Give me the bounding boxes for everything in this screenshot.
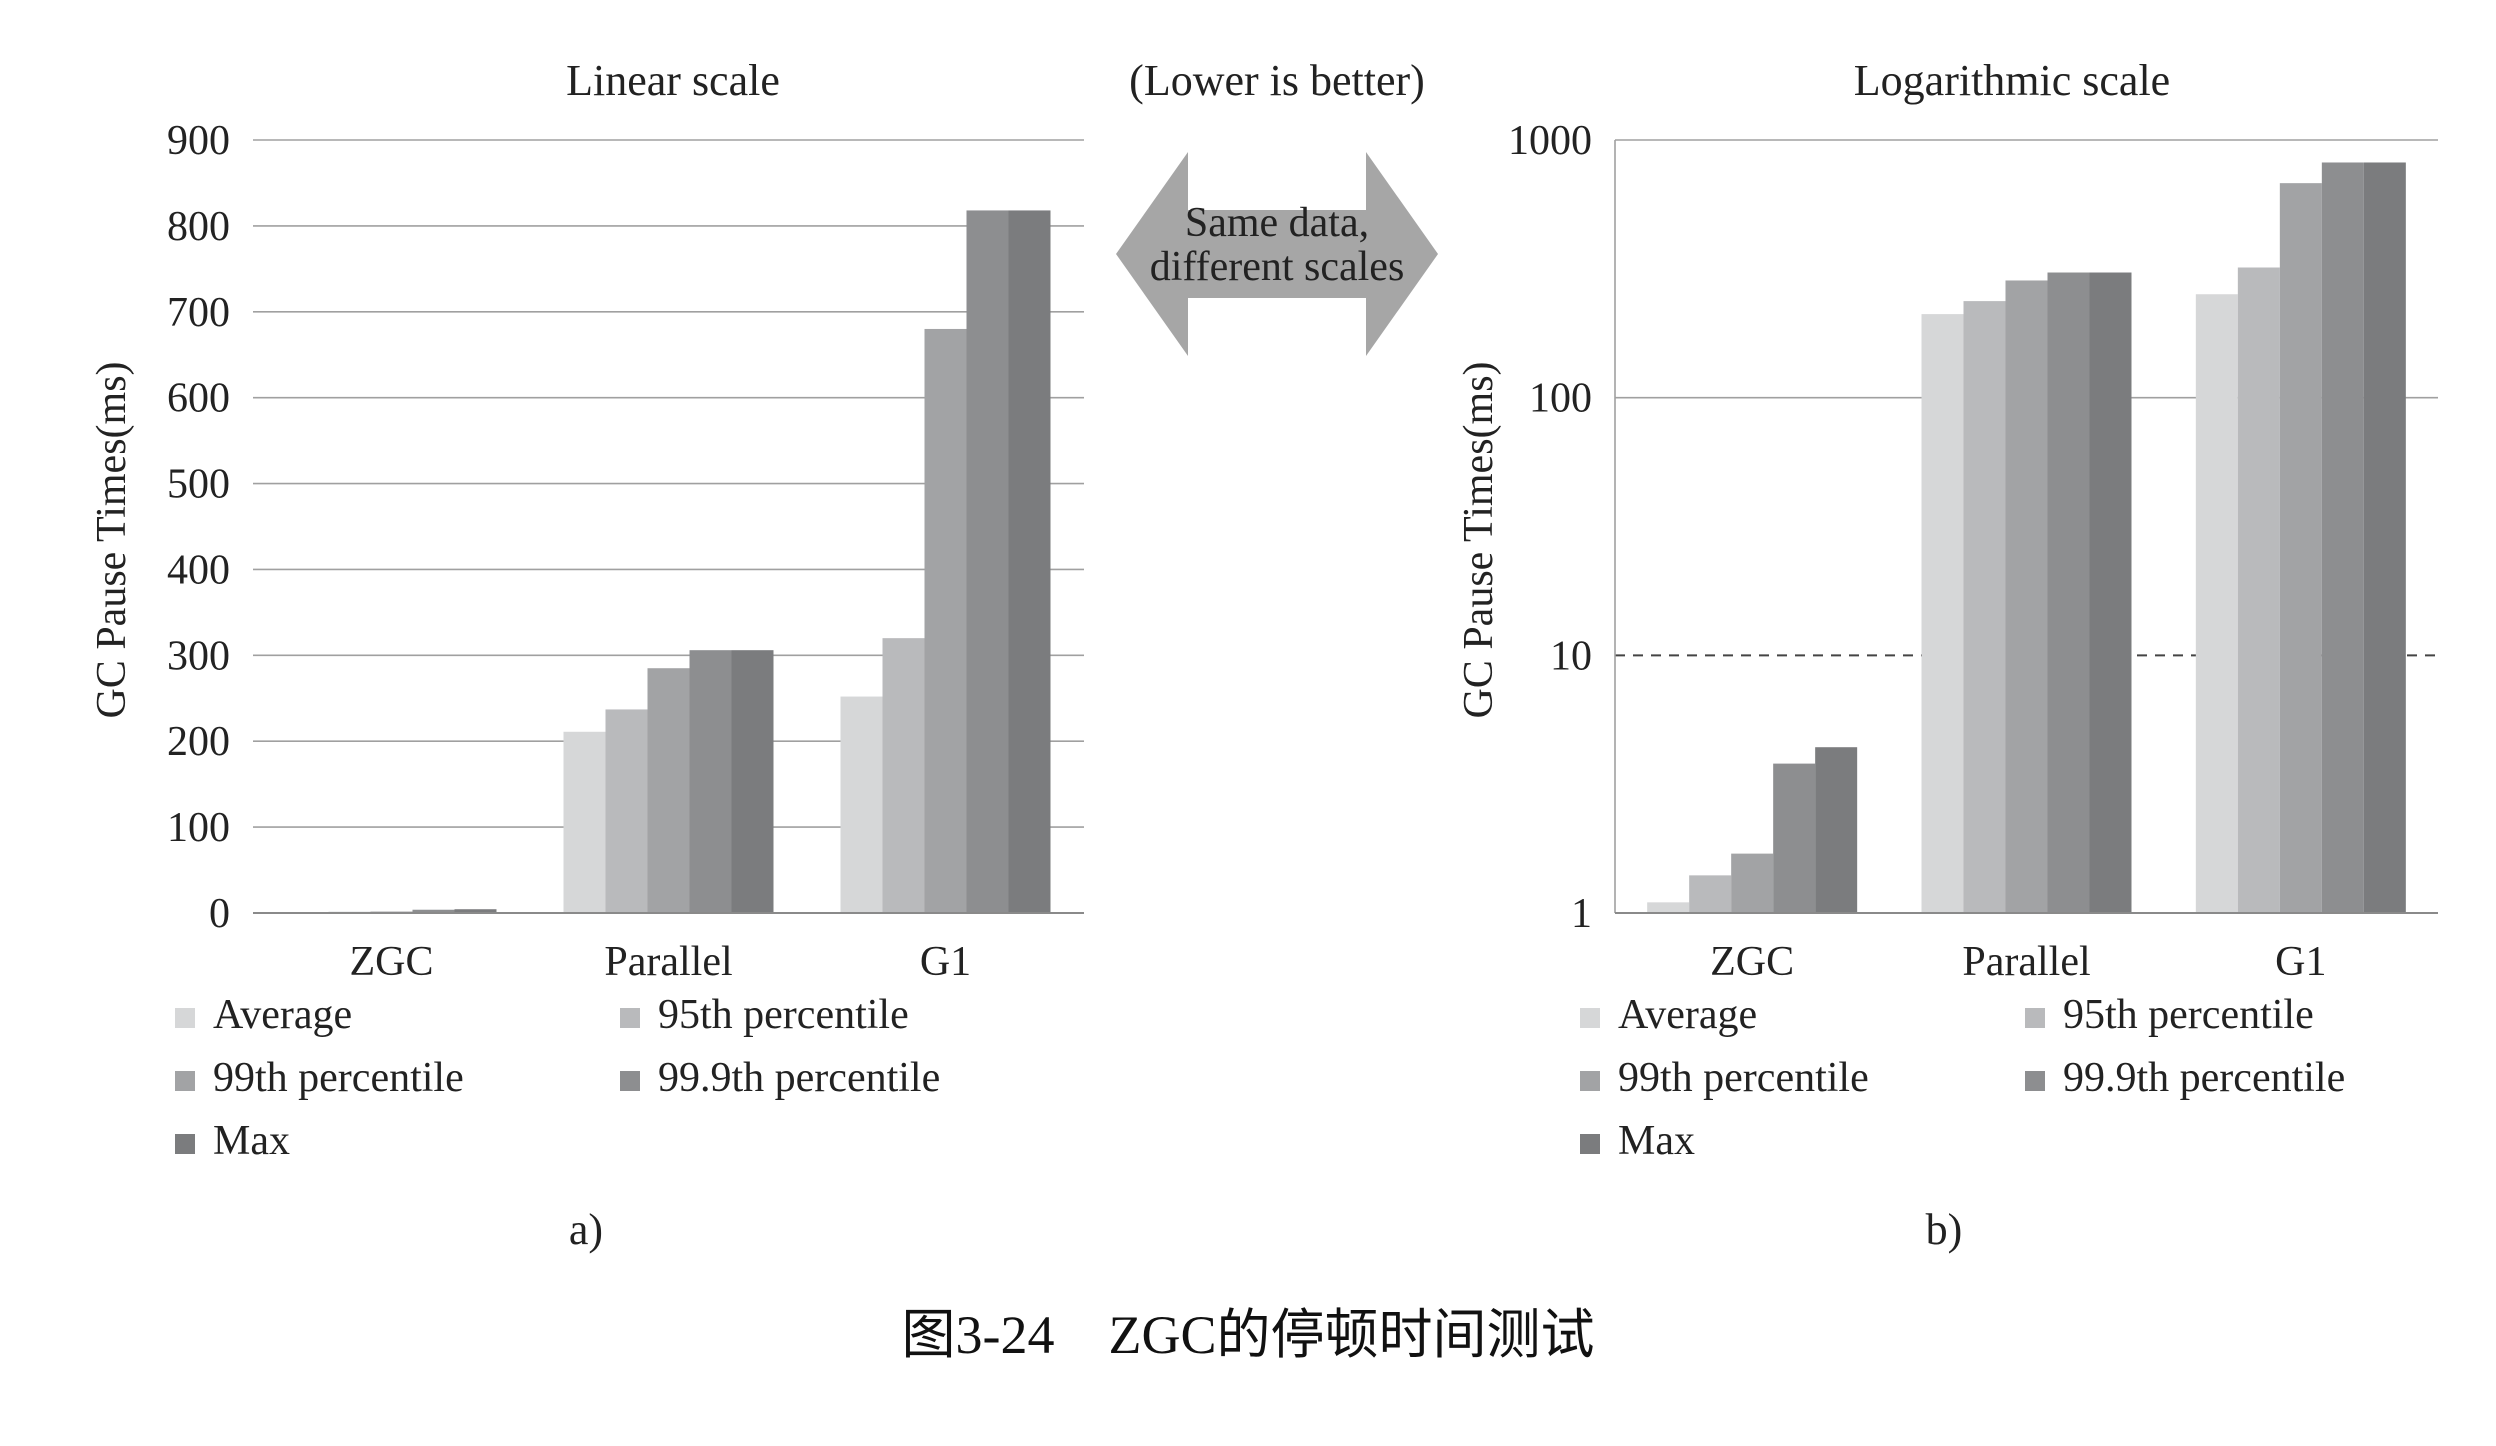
y-tick-labels: 1 10 100 1000 bbox=[1508, 118, 1592, 937]
bar bbox=[2005, 280, 2048, 913]
bars bbox=[253, 210, 1084, 914]
legend-swatch bbox=[2025, 1071, 2045, 1091]
bar bbox=[2047, 272, 2090, 913]
legend-label: 99.9th percentile bbox=[658, 1055, 940, 1101]
bar bbox=[2321, 162, 2364, 913]
bar bbox=[1773, 763, 1816, 913]
bar bbox=[1963, 301, 2006, 913]
y-tick-label: 700 bbox=[167, 290, 230, 336]
bar bbox=[2279, 183, 2322, 914]
x-tick-label: Parallel bbox=[1962, 939, 2090, 985]
x-tick-labels: ZGC Parallel G1 bbox=[350, 939, 972, 985]
linear-chart: Linear scale GC Pause Times(ms) 0 100 200 3… bbox=[89, 56, 1084, 1254]
bar bbox=[840, 696, 883, 913]
y-tick-label: 1 bbox=[1571, 891, 1592, 937]
bar bbox=[563, 731, 606, 913]
bar bbox=[1647, 902, 1690, 913]
gridlines bbox=[253, 139, 1084, 914]
legend-label: Max bbox=[213, 1118, 290, 1164]
bar bbox=[1921, 314, 1964, 914]
bar bbox=[1731, 853, 1774, 913]
legend-label: 95th percentile bbox=[2063, 992, 2314, 1038]
chart-title: Linear scale bbox=[566, 56, 780, 105]
y-axis-label: GC Pause Times(ms) bbox=[1456, 361, 1502, 718]
bar bbox=[689, 650, 732, 913]
scale-comparison-note: (Lower is better) Same data, different s… bbox=[1116, 56, 1438, 356]
legend: Average 95th percentile 99th percentile 99.… bbox=[175, 992, 940, 1164]
legend-swatch bbox=[1580, 1008, 1600, 1028]
legend-swatch bbox=[620, 1071, 640, 1091]
bar bbox=[2363, 162, 2406, 913]
bar bbox=[966, 210, 1009, 913]
panel-sublabel: a) bbox=[569, 1205, 603, 1254]
bar bbox=[924, 328, 967, 913]
x-tick-label: G1 bbox=[920, 939, 971, 985]
x-tick-label: ZGC bbox=[350, 939, 434, 985]
bar bbox=[1689, 875, 1732, 913]
legend-swatch bbox=[1580, 1071, 1600, 1091]
x-tick-label: G1 bbox=[2275, 939, 2326, 985]
bar bbox=[454, 909, 497, 913]
y-tick-label: 900 bbox=[167, 118, 230, 164]
legend-label: Average bbox=[1618, 992, 1757, 1038]
bar bbox=[605, 709, 648, 913]
legend-swatch bbox=[1580, 1134, 1600, 1154]
x-tick-label: ZGC bbox=[1710, 939, 1794, 985]
y-tick-label: 100 bbox=[167, 805, 230, 851]
double-arrow-icon bbox=[1116, 152, 1438, 356]
bar bbox=[731, 650, 774, 913]
y-tick-label: 500 bbox=[167, 462, 230, 508]
legend: Average 95th percentile 99th percentile 99.… bbox=[1580, 992, 2345, 1164]
legend-swatch bbox=[175, 1071, 195, 1091]
arrow-text-line2: different scales bbox=[1150, 244, 1405, 290]
y-tick-label: 600 bbox=[167, 376, 230, 422]
panel-sublabel: b) bbox=[1926, 1205, 1963, 1254]
x-tick-label: Parallel bbox=[604, 939, 732, 985]
legend-swatch bbox=[175, 1134, 195, 1154]
y-tick-label: 10 bbox=[1550, 633, 1592, 679]
y-tick-label: 300 bbox=[167, 633, 230, 679]
x-tick-labels: ZGC Parallel G1 bbox=[1710, 939, 2326, 985]
legend-swatch bbox=[2025, 1008, 2045, 1028]
y-axis-label: GC Pause Times(ms) bbox=[89, 361, 135, 718]
y-tick-label: 200 bbox=[167, 719, 230, 765]
bar bbox=[2195, 294, 2238, 913]
bar bbox=[1008, 210, 1051, 913]
legend-label: 99th percentile bbox=[1618, 1055, 1869, 1101]
bar bbox=[2089, 272, 2132, 913]
y-tick-label: 800 bbox=[167, 204, 230, 250]
legend-swatch bbox=[175, 1008, 195, 1028]
bar bbox=[412, 909, 455, 913]
bar bbox=[647, 668, 690, 913]
y-tick-label: 1000 bbox=[1508, 118, 1592, 164]
legend-label: Average bbox=[213, 992, 352, 1038]
arrow-text-line1: Same data, bbox=[1185, 200, 1369, 246]
legend-swatch bbox=[620, 1008, 640, 1028]
lower-is-better-label: (Lower is better) bbox=[1129, 56, 1425, 105]
y-tick-label: 100 bbox=[1529, 376, 1592, 422]
legend-label: 95th percentile bbox=[658, 992, 909, 1038]
y-tick-label: 0 bbox=[209, 891, 230, 937]
bar bbox=[1815, 747, 1858, 913]
y-tick-label: 400 bbox=[167, 547, 230, 593]
y-tick-labels: 0 100 200 300 400 500 600 700 800 900 bbox=[167, 118, 230, 937]
figure-caption: 图3-24 ZGC的停顿时间测试 bbox=[901, 1305, 1595, 1365]
legend-label: Max bbox=[1618, 1118, 1695, 1164]
chart-title: Logarithmic scale bbox=[1854, 56, 2170, 105]
log-chart: Logarithmic scale GC Pause Times(ms) 1 10… bbox=[1456, 56, 2438, 1254]
bar bbox=[882, 638, 925, 913]
legend-label: 99.9th percentile bbox=[2063, 1055, 2345, 1101]
bar bbox=[2237, 267, 2280, 913]
bars bbox=[1615, 162, 2438, 914]
legend-label: 99th percentile bbox=[213, 1055, 464, 1101]
